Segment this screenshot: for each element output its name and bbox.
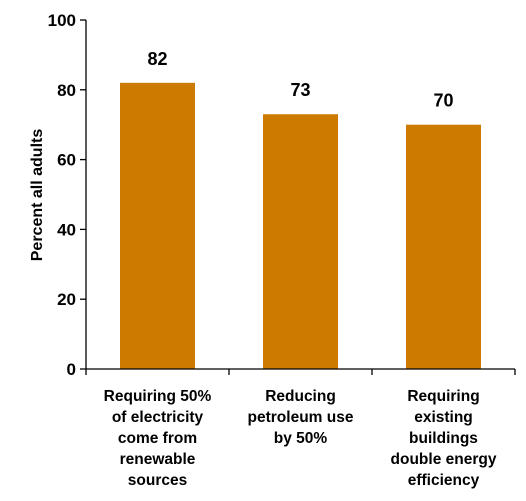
category-label-line: petroleum use xyxy=(248,409,354,426)
y-tick-label: 60 xyxy=(57,151,76,170)
category-label-line: renewable xyxy=(120,451,196,468)
category-label-line: Requiring 50% xyxy=(104,388,212,405)
category-label: Reducing petroleum use by 50% xyxy=(248,388,354,447)
category-label-line: Requiring xyxy=(407,388,479,405)
category-label-line: sources xyxy=(128,472,187,489)
category-label-line: double energy xyxy=(391,451,497,468)
data-label: 73 xyxy=(290,80,310,100)
y-axis-title: Percent all adults xyxy=(29,129,46,262)
category-label-line: efficiency xyxy=(408,472,480,489)
category-label-line: existing xyxy=(414,409,473,426)
y-tick-label: 80 xyxy=(57,81,76,100)
bars: 82 73 70 xyxy=(120,49,481,369)
bar xyxy=(263,114,338,369)
category-label-line: by 50% xyxy=(274,430,328,447)
category-label-line: of electricity xyxy=(112,409,204,426)
category-label: Requiring existing buildings double energy e… xyxy=(391,388,497,489)
category-label: Requiring 50% of electricity come from rene… xyxy=(104,388,212,489)
category-label-line: buildings xyxy=(409,430,478,447)
category-label-line: come from xyxy=(118,430,197,447)
x-axis: Requiring 50% of electricity come from rene… xyxy=(85,368,516,489)
data-label: 82 xyxy=(147,49,167,69)
y-tick-label: 20 xyxy=(57,290,76,309)
bar xyxy=(406,124,481,369)
y-tick-label: 100 xyxy=(48,11,76,30)
y-axis: 0 20 40 60 80 100 xyxy=(48,11,87,379)
y-tick-label: 40 xyxy=(57,220,76,239)
data-label: 70 xyxy=(433,91,453,111)
bar xyxy=(120,82,195,369)
y-tick-label: 0 xyxy=(67,360,76,379)
category-label-line: Reducing xyxy=(265,388,336,405)
